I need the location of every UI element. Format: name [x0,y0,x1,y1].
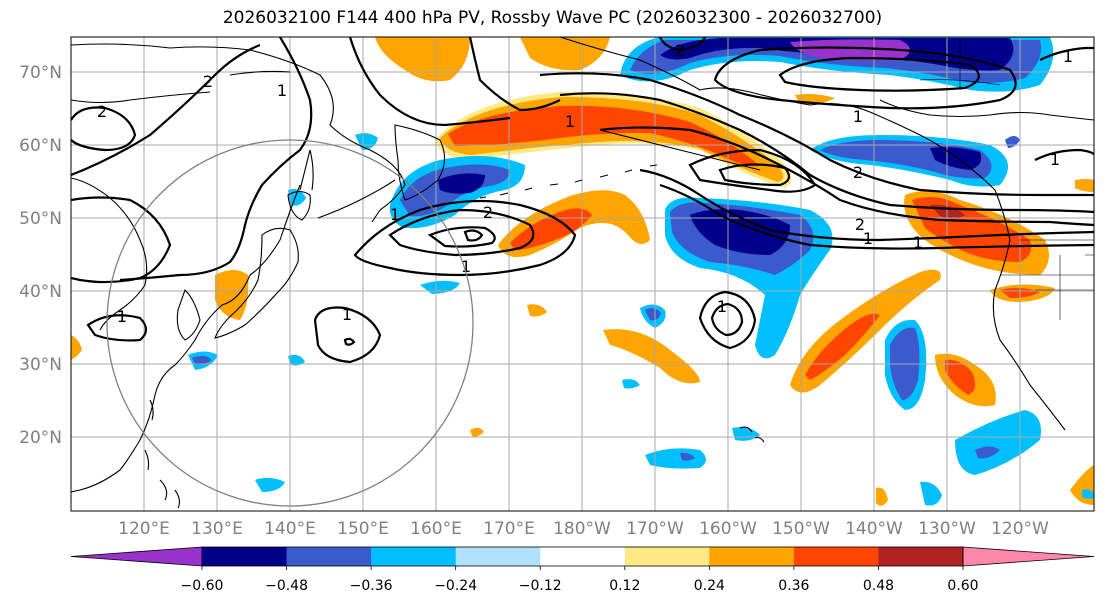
anomaly-negative-kamchatka [389,156,525,229]
contour-label: 2 [203,72,213,91]
contour-label-group: 2 1 2 1 1 1 2 1 1 2 2 1 1 1 1 1 2 1 [97,41,1073,326]
contour-label: 2 [855,215,865,234]
colorbar-segment [286,547,372,566]
longitude-labels: 120°E 130°E 140°E 150°E 160°E 170°E 180°… [118,519,1049,539]
latitude-labels: 70°N 60°N 50°N 40°N 30°N 20°N [19,63,62,448]
colorbar-tick-label: 0.60 [947,578,978,594]
contour-label: 1 [390,205,400,224]
contour-label: 2 [675,41,685,60]
lat-label-70n: 70°N [19,63,62,83]
contour-label: 2 [483,203,493,222]
colorbar-tick-label: 0.48 [863,578,894,594]
contour-label: 1 [853,107,863,126]
contour-label: 1 [342,305,352,324]
contour-label: 1 [717,297,727,316]
lon-label: 180°W [553,519,611,539]
contour-label: 1 [277,81,287,100]
anomaly-positive-bering [435,91,792,188]
lat-label-50n: 50°N [19,209,62,229]
contour-label: 1 [117,307,127,326]
lon-label: 130°E [191,519,243,539]
lon-label: 120°E [118,519,170,539]
colorbar-tick-label: −0.36 [350,578,393,594]
colorbar-tick-label: −0.24 [434,578,477,594]
lon-label: 120°W [991,519,1049,539]
lon-label: 150°W [772,519,830,539]
map-title: 2026032100 F144 400 hPa PV, Rossby Wave … [222,8,883,28]
colorbar-segment [624,547,710,566]
contour-label: 1 [1063,47,1073,66]
lon-label: 170°E [483,519,535,539]
anomaly-positive-east-pacific [71,94,1094,506]
colorbar-extend-min [70,546,203,567]
contour-label: 2 [853,163,863,182]
colorbar-segment [793,547,879,566]
lat-label-40n: 40°N [19,282,62,302]
contour-label: 1 [1050,150,1060,169]
colorbar-ticks: −0.60 −0.48 −0.36 −0.24 −0.12 0.12 0.24 0.36 0.4… [181,566,979,594]
lon-label: 140°E [264,519,316,539]
anomaly-negative-bc [810,135,1020,187]
colorbar-segment [878,547,964,566]
contour-label: 1 [461,257,471,276]
pv-contours [71,37,1094,364]
lon-label: 130°W [918,519,976,539]
colorbar-segments [70,546,1095,567]
lat-label-30n: 30°N [19,355,62,375]
colorbar-tick-label: 0.24 [694,578,725,594]
colorbar-segment [455,547,541,566]
lon-label: 170°W [626,519,684,539]
colorbar-tick-label: 0.36 [778,578,809,594]
colorbar-tick-label: −0.48 [265,578,308,594]
colorbar-tick-label: 0.12 [609,578,640,594]
lon-label: 150°E [337,519,389,539]
contour-label: 1 [863,229,873,248]
anomaly-negative-gulf-of-alaska [665,197,833,359]
contour-label: 1 [913,233,923,252]
colorbar-tick-label: −0.60 [181,578,224,594]
lon-label: 160°W [699,519,757,539]
map-frame [70,36,1095,512]
contour-label: 2 [97,102,107,121]
anomaly-positive-top-165e [375,37,470,82]
contour-label: 1 [565,112,575,131]
colorbar-segment [371,547,457,566]
colorbar-extend-max [962,546,1095,567]
lon-label: 160°E [410,519,462,539]
colorbar-frame [201,546,964,567]
colorbar-segment [540,547,626,566]
lat-label-20n: 20°N [19,428,62,448]
colorbar-segment [202,547,288,566]
colorbar-tick-label: −0.12 [519,578,562,594]
colorbar-segment [709,547,795,566]
political-borders [919,40,1094,320]
colorbar: −0.60 −0.48 −0.36 −0.24 −0.12 0.12 0.24 0.36 0.4… [70,546,1095,594]
lon-label: 140°W [845,519,903,539]
lat-label-60n: 60°N [19,136,62,156]
range-circle [106,139,474,507]
map-content: 2 1 2 1 1 1 2 1 1 2 2 1 1 1 1 1 2 1 [71,37,1094,511]
